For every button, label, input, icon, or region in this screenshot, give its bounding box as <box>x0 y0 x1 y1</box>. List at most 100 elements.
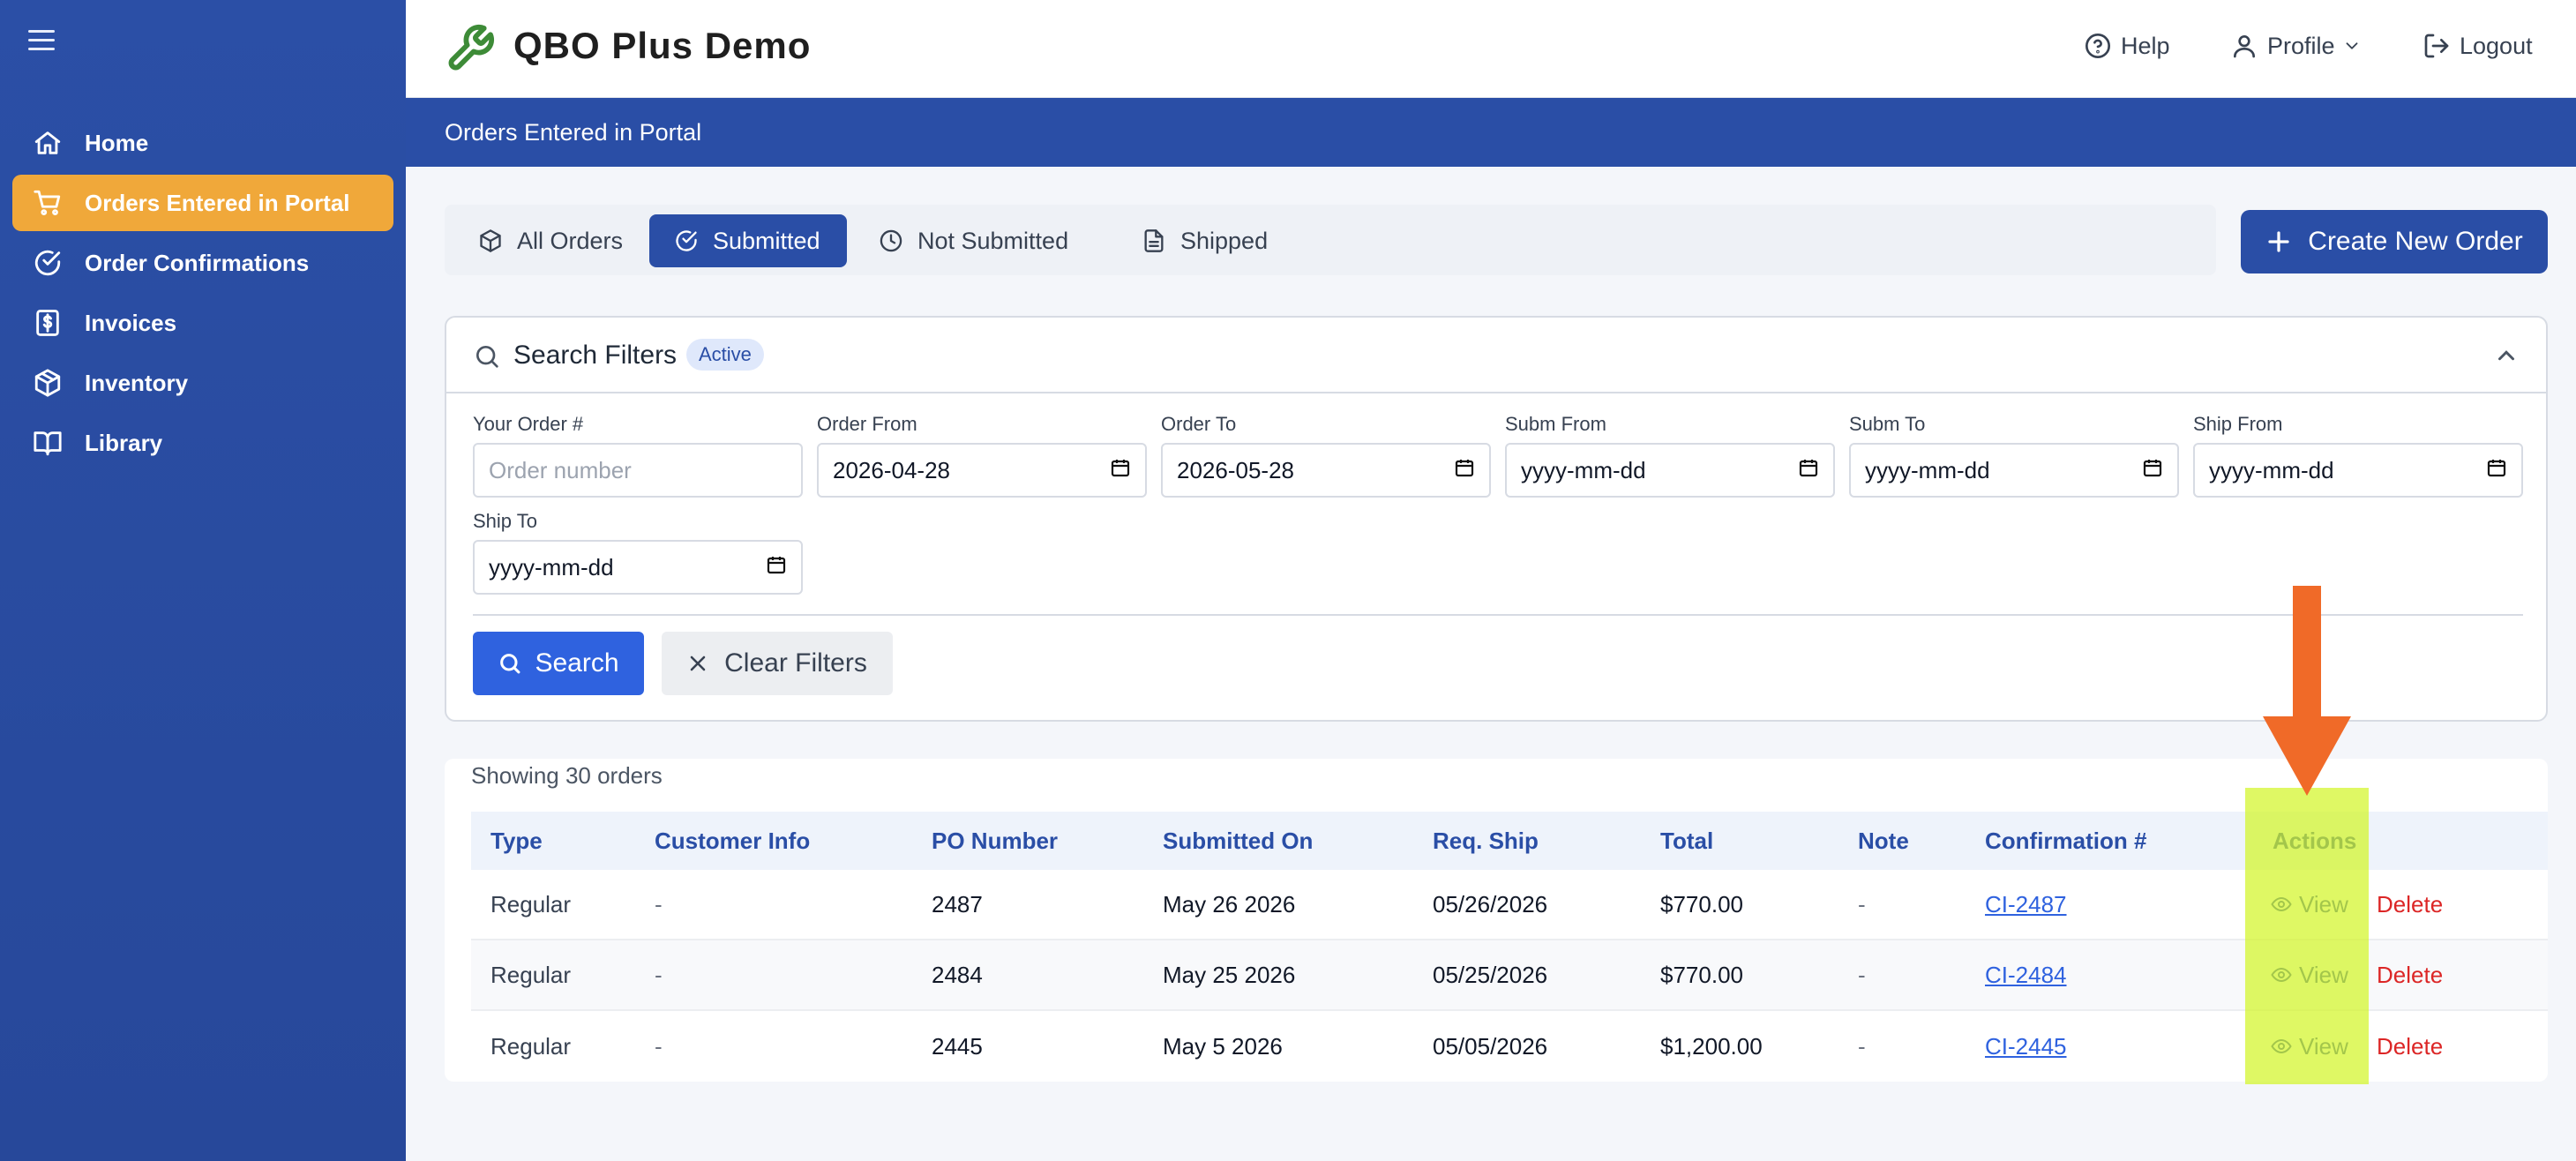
cell-po-number: 2484 <box>932 961 983 988</box>
chevron-down-icon <box>2346 42 2357 49</box>
sidebar-item-order-confirmations[interactable]: Order Confirmations <box>12 235 393 291</box>
field-label: Order To <box>1161 413 1237 435</box>
order-status-tabs: All Orders Submitted Not Submitted Shipp… <box>445 205 2216 275</box>
delete-button[interactable]: Delete <box>2377 961 2444 988</box>
calendar-icon[interactable] <box>2486 457 2507 484</box>
box-icon <box>480 229 501 252</box>
delete-button[interactable]: Delete <box>2377 890 2444 918</box>
close-icon <box>690 655 706 671</box>
ship-to-input[interactable]: yyyy-mm-dd <box>473 540 803 595</box>
calendar-icon[interactable] <box>766 554 787 581</box>
cell-customer-info: - <box>655 890 663 918</box>
cell-po-number: 2487 <box>932 890 983 918</box>
create-new-order-label: Create New Order <box>2308 227 2523 256</box>
home-icon <box>32 127 64 159</box>
cell-type: Regular <box>490 961 572 988</box>
tab-all-orders[interactable]: All Orders <box>453 214 648 267</box>
sidebar-nav: Home Orders Entered in Portal Order Conf… <box>12 115 393 475</box>
column-header-note: Note <box>1858 827 1909 854</box>
search-button[interactable]: Search <box>473 632 644 695</box>
subm-from-input[interactable]: yyyy-mm-dd <box>1505 443 1835 498</box>
tab-submitted[interactable]: Submitted <box>649 214 847 267</box>
tab-label: All Orders <box>517 227 624 254</box>
profile-menu[interactable]: Profile <box>2230 32 2362 60</box>
sidebar-item-inventory[interactable]: Inventory <box>12 355 393 411</box>
search-filters-title: Search Filters <box>513 341 678 370</box>
cell-submitted-on: May 26 2026 <box>1163 890 1296 918</box>
plus-icon <box>2268 231 2289 252</box>
document-icon <box>1144 229 1164 252</box>
delete-button[interactable]: Delete <box>2377 1032 2444 1060</box>
table-row: Regular - 2487 May 26 2026 05/26/2026 $7… <box>471 870 2548 940</box>
search-icon <box>473 342 501 371</box>
tab-not-submitted[interactable]: Not Submitted <box>854 214 1093 267</box>
ship-to-field: Ship To yyyy-mm-dd <box>473 510 803 595</box>
clear-filters-button[interactable]: Clear Filters <box>662 632 893 695</box>
app-title: QBO Plus Demo <box>513 25 812 66</box>
cell-customer-info: - <box>655 1032 663 1060</box>
date-value: yyyy-mm-dd <box>489 553 614 580</box>
order-to-input[interactable]: 2026-05-28 <box>1161 443 1491 498</box>
confirmation-link[interactable]: CI-2487 <box>1985 890 2067 918</box>
chevron-up-icon[interactable] <box>2493 342 2520 369</box>
clear-filters-label: Clear Filters <box>724 648 867 678</box>
eye-icon <box>2271 967 2292 983</box>
order-number-input[interactable]: Order number <box>473 443 803 498</box>
ship-from-input[interactable]: yyyy-mm-dd <box>2193 443 2523 498</box>
calendar-icon[interactable] <box>1798 457 1819 484</box>
logout-link[interactable]: Logout <box>2422 32 2533 60</box>
sidebar: Home Orders Entered in Portal Order Conf… <box>0 0 406 1161</box>
create-new-order-button[interactable]: Create New Order <box>2241 210 2548 273</box>
confirmation-link[interactable]: CI-2484 <box>1985 961 2067 988</box>
search-icon <box>500 654 520 674</box>
calendar-icon[interactable] <box>1110 457 1131 484</box>
view-button[interactable]: View <box>2271 1011 2348 1082</box>
page-title: Orders Entered in Portal <box>445 119 702 146</box>
confirmation-link[interactable]: CI-2445 <box>1985 1032 2067 1060</box>
date-value: yyyy-mm-dd <box>2209 456 2334 483</box>
orders-results: Showing 30 orders Type Customer Info PO … <box>445 759 2548 1082</box>
field-label: Subm From <box>1505 413 1606 435</box>
cell-note: - <box>1858 890 1866 918</box>
search-filters-header[interactable]: Search Filters Active <box>446 318 2546 393</box>
sidebar-item-label: Library <box>85 429 163 456</box>
cell-po-number: 2445 <box>932 1032 983 1060</box>
table-row: Regular - 2445 May 5 2026 05/05/2026 $1,… <box>471 1011 2548 1082</box>
view-label: View <box>2299 1032 2348 1060</box>
column-header-po-number: PO Number <box>932 827 1059 854</box>
subm-to-field: Subm To yyyy-mm-dd <box>1849 413 2179 498</box>
cell-req-ship: 05/26/2026 <box>1433 890 1548 918</box>
sidebar-item-home[interactable]: Home <box>12 115 393 171</box>
sidebar-item-orders-entered-in-portal[interactable]: Orders Entered in Portal <box>12 175 393 231</box>
calendar-icon[interactable] <box>2142 457 2163 484</box>
cell-req-ship: 05/25/2026 <box>1433 961 1548 988</box>
cell-total: $1,200.00 <box>1660 1032 1763 1060</box>
box-icon <box>32 367 64 399</box>
eye-icon <box>2271 896 2292 912</box>
view-button[interactable]: View <box>2271 940 2348 1009</box>
results-count: Showing 30 orders <box>471 762 663 789</box>
ship-from-field: Ship From yyyy-mm-dd <box>2193 413 2523 498</box>
calendar-icon[interactable] <box>1454 457 1475 484</box>
eye-icon <box>2271 1038 2292 1054</box>
view-button[interactable]: View <box>2271 870 2348 939</box>
book-icon <box>32 427 64 459</box>
divider <box>473 614 2523 616</box>
column-header-submitted-on: Submitted On <box>1163 827 1314 854</box>
cell-note: - <box>1858 1032 1866 1060</box>
table-header: Type Customer Info PO Number Submitted O… <box>471 812 2548 870</box>
menu-icon[interactable] <box>28 30 55 53</box>
sidebar-item-label: Inventory <box>85 369 189 396</box>
view-label: View <box>2299 890 2348 918</box>
sidebar-item-label: Orders Entered in Portal <box>85 189 350 216</box>
check-circle-icon <box>32 247 64 279</box>
subm-to-input[interactable]: yyyy-mm-dd <box>1849 443 2179 498</box>
tab-shipped[interactable]: Shipped <box>1117 214 1292 267</box>
help-link[interactable]: Help <box>2084 32 2170 60</box>
status-badge: Active <box>686 339 764 371</box>
order-from-input[interactable]: 2026-04-28 <box>817 443 1147 498</box>
subm-from-field: Subm From yyyy-mm-dd <box>1505 413 1835 498</box>
sidebar-item-library[interactable]: Library <box>12 415 393 471</box>
view-label: View <box>2299 961 2348 988</box>
sidebar-item-invoices[interactable]: Invoices <box>12 295 393 351</box>
